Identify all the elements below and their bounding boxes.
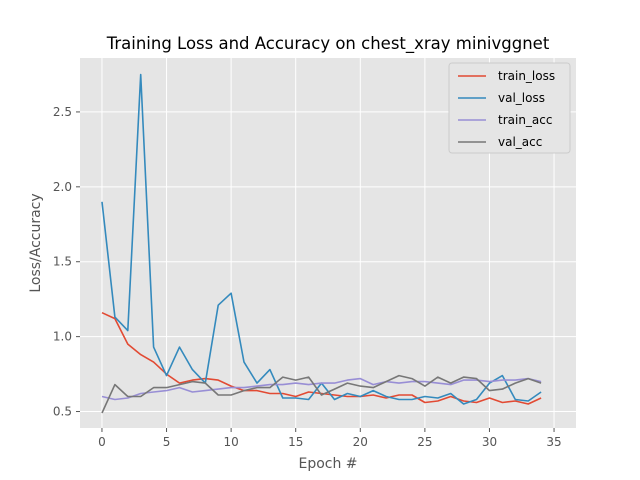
series-lines — [101, 73, 542, 414]
y-tick-label: 0.5 — [53, 405, 72, 419]
x-tick-label: 35 — [546, 435, 561, 449]
axis-ticks: 0 5 10 15 20 25 30 35 0.5 1.0 1.5 2.0 2.5 — [53, 105, 562, 449]
legend: train_loss val_loss train_acc val_acc — [448, 62, 571, 154]
legend-label-train-acc: train_acc — [498, 113, 552, 127]
series-line-val-acc — [101, 374, 542, 414]
series-line-train-acc — [101, 377, 542, 401]
y-tick-label: 2.0 — [53, 180, 72, 194]
x-tick-label: 10 — [223, 435, 238, 449]
legend-label-train-loss: train_loss — [498, 69, 555, 83]
y-tick-label: 1.0 — [53, 330, 72, 344]
y-axis-label: Loss/Accuracy — [28, 193, 44, 292]
x-axis-label: Epoch # — [298, 456, 357, 472]
legend-box — [448, 62, 571, 154]
x-tick-label: 20 — [353, 435, 368, 449]
x-tick-label: 0 — [98, 435, 106, 449]
x-tick-label: 15 — [288, 435, 303, 449]
y-tick-label: 1.5 — [53, 255, 72, 269]
y-tick-label: 2.5 — [53, 105, 72, 119]
chart-title: Training Loss and Accuracy on chest_xray… — [106, 34, 550, 54]
legend-label-val-acc: val_acc — [498, 135, 542, 149]
x-tick-label: 25 — [417, 435, 432, 449]
legend-label-val-loss: val_loss — [498, 91, 545, 105]
series-line-train-loss — [101, 311, 542, 405]
x-tick-label: 30 — [482, 435, 497, 449]
x-tick-label: 5 — [163, 435, 171, 449]
